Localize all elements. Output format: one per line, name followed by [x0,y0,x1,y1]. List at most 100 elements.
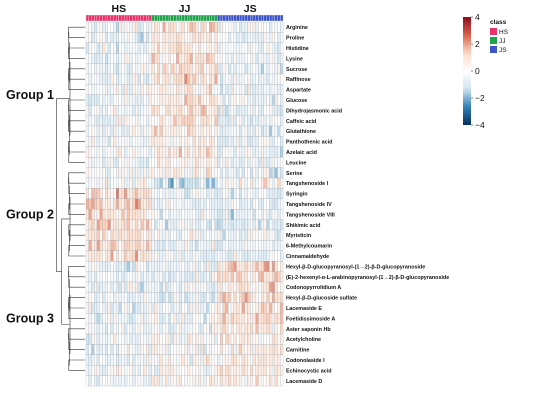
heatmap-cell [187,167,191,179]
heatmap-cell [170,42,174,54]
heatmap-cell [91,94,95,106]
heatmap-cell [113,53,117,64]
heatmap-cell [181,146,185,158]
heatmap-cell [244,115,248,127]
heatmap-cell [170,73,174,85]
heatmap-cell [195,365,199,376]
heatmap-cell [121,63,125,75]
heatmap-cell [233,240,237,251]
heatmap-cell [173,63,177,75]
heatmap-cell [239,21,243,33]
heatmap-cell [96,344,100,355]
heatmap-cell [178,188,182,199]
heatmap-cell [228,125,232,137]
heatmap-cell [195,63,199,75]
heatmap-cell [241,229,245,241]
heatmap-cell [189,229,193,241]
heatmap-cell [135,42,139,54]
heatmap-cell [277,209,281,220]
heatmap-cell [211,42,215,54]
heatmap-cell [170,219,174,231]
heatmap-cell [239,375,243,387]
heatmap-cell [148,229,152,241]
heatmap-cell [280,125,284,137]
heatmap-cell [236,354,240,366]
class-bar-cell [274,14,278,22]
heatmap-cell [165,209,169,220]
heatmap-cell [94,229,98,241]
heatmap-cell [269,42,273,54]
heatmap-cell [230,63,234,75]
heatmap-cell [143,32,147,43]
heatmap-cell [184,136,188,147]
heatmap-cell [132,146,136,158]
heatmap-cell [209,365,213,376]
heatmap-cell [250,21,254,33]
heatmap-cell [115,219,120,231]
heatmap-cell [269,157,273,168]
heatmap-cell [102,21,106,33]
heatmap-cell [198,313,202,324]
heatmap-cell [184,365,188,376]
heatmap-cell [222,333,226,345]
heatmap-cell [154,32,158,43]
heatmap-cell [132,344,136,355]
heatmap-cell [88,32,92,43]
heatmap-cell [241,157,245,168]
heatmap-cell [200,42,204,54]
heatmap-cell [126,157,130,168]
heatmap-cell [157,73,161,85]
heatmap-cell [192,42,196,54]
heatmap-cell [247,73,251,85]
heatmap-cell [239,167,243,179]
heatmap-cell [154,73,158,85]
heatmap-cell [157,292,161,303]
heatmap-cell [263,84,267,95]
heatmap-cell [94,219,98,231]
heatmap-cell [132,261,136,272]
heatmap-cell [263,94,267,106]
heatmap-cell [236,209,240,220]
heatmap-cell [124,115,128,127]
heatmap-cell [203,167,207,179]
heatmap-cell [214,281,218,293]
heatmap-cell [184,167,188,179]
heatmap-cell [189,281,193,293]
heatmap-cell [260,167,265,179]
heatmap-cell [263,219,267,231]
heatmap-cell [88,229,92,241]
heatmap-cell [239,209,243,220]
heatmap-cell [85,375,89,387]
heatmap-cell [187,157,191,168]
heatmap-cell [176,302,180,314]
heatmap-cell [99,167,103,179]
heatmap-cell [126,73,130,85]
heatmap-cell [233,167,237,179]
heatmap-cell [143,323,147,335]
heatmap-cell [99,53,103,64]
heatmap-cell [88,167,92,179]
heatmap-cell [250,250,254,262]
heatmap-cell [184,261,188,272]
heatmap-cell [143,344,147,355]
heatmap-cell [252,115,256,127]
heatmap-cell [118,94,122,106]
heatmap-cell [91,281,95,293]
row-label: Lysine [286,56,303,62]
heatmap-cell [170,125,174,137]
heatmap-cell [184,375,188,387]
heatmap-cell [94,250,98,262]
heatmap-cell [105,229,109,241]
heatmap-cell [214,365,218,376]
heatmap-cell [88,344,92,355]
heatmap-cell [143,73,147,85]
heatmap-cell [198,177,202,189]
heatmap-cell [140,198,144,210]
heatmap-cell [236,146,240,158]
heatmap-cell [121,302,125,314]
heatmap-cell [252,229,256,241]
heatmap-cell [94,84,98,95]
heatmap-cell [209,73,213,85]
heatmap-cell [263,323,267,335]
heatmap-cell [211,177,215,189]
